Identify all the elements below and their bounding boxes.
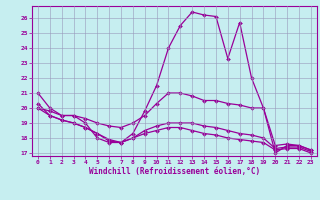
X-axis label: Windchill (Refroidissement éolien,°C): Windchill (Refroidissement éolien,°C) xyxy=(89,167,260,176)
